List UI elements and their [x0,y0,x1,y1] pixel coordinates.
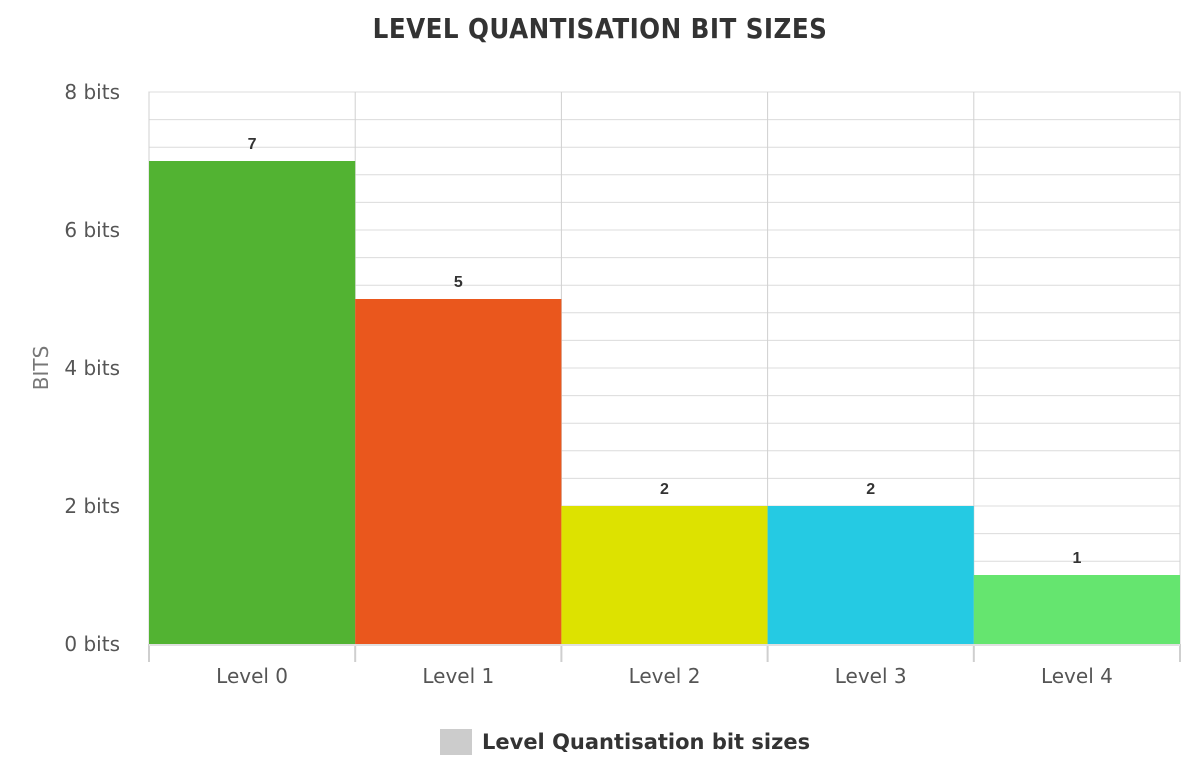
chart-title: LEVEL QUANTISATION BIT SIZES [372,12,828,45]
legend: Level Quantisation bit sizes [440,727,810,757]
x-tick-label: Level 0 [216,664,288,688]
y-tick-label: 0 bits [64,632,120,656]
data-label: 2 [660,481,669,498]
y-tick-label: 8 bits [64,80,120,104]
bars [149,161,1180,644]
data-label: 1 [1072,550,1081,567]
data-labels: 7 5 2 2 1 [248,136,1082,567]
y-tick-label: 4 bits [64,356,120,380]
bar [149,161,356,644]
data-label: 5 [454,274,463,291]
x-tick-label: Level 2 [629,664,701,688]
bar [767,506,974,644]
bar [355,299,562,644]
y-tick-label: 2 bits [64,494,120,518]
y-axis-label: BITS [29,346,53,391]
x-tick-label: Level 3 [835,664,907,688]
x-tick-label: Level 4 [1041,664,1113,688]
bar [561,506,768,644]
data-label: 7 [248,136,257,153]
x-tick-label: Level 1 [422,664,494,688]
x-axis-ticks: Level 0 Level 1 Level 2 Level 3 Level 4 [148,644,1181,688]
legend-swatch [440,729,472,755]
y-axis-ticks: 0 bits 2 bits 4 bits 6 bits 8 bits [64,80,120,656]
legend-label: Level Quantisation bit sizes [482,730,811,754]
bar [973,575,1180,644]
y-tick-label: 6 bits [64,218,120,242]
data-label: 2 [866,481,875,498]
